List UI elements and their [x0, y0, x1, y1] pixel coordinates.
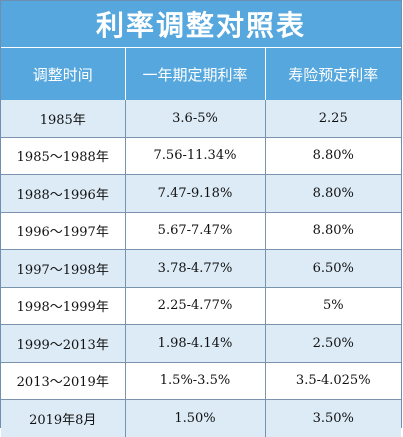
cell-deposit-rate: 5.67-7.47% [125, 212, 266, 250]
cell-period: 1997～1998年 [1, 249, 126, 288]
header-adjustment-time: 调整时间 [1, 48, 126, 100]
table-row: 1988～1996年 7.47-9.18% 8.80% [1, 174, 401, 213]
cell-period: 1999～2013年 [1, 324, 126, 363]
table-row: 2013～2019年 1.5%-3.5% 3.5-4.025% [1, 362, 401, 400]
cell-insurance-rate: 6.50% [265, 249, 401, 288]
cell-insurance-rate: 3.50% [265, 399, 401, 437]
cell-insurance-rate: 5% [265, 287, 401, 325]
table-body: 1985年 3.6-5% 2.25 1985～1988年 7.56-11.34%… [1, 100, 401, 437]
table-row: 1985年 3.6-5% 2.25 [1, 100, 401, 138]
cell-insurance-rate: 8.80% [265, 137, 401, 175]
cell-period: 2013～2019年 [1, 362, 126, 400]
table-header: 调整时间 一年期定期利率 寿险预定利率 [1, 48, 401, 100]
cell-deposit-rate: 2.25-4.77% [125, 287, 266, 325]
header-row: 调整时间 一年期定期利率 寿险预定利率 [1, 48, 401, 100]
cell-insurance-rate: 8.80% [265, 174, 401, 213]
cell-insurance-rate: 8.80% [265, 212, 401, 250]
table-title: 利率调整对照表 [1, 1, 401, 48]
header-one-year-deposit-rate: 一年期定期利率 [125, 48, 266, 100]
cell-period: 2019年8月 [1, 399, 126, 437]
cell-period: 1988～1996年 [1, 174, 126, 213]
cell-deposit-rate: 3.6-5% [125, 100, 266, 138]
table-row: 1997～1998年 3.78-4.77% 6.50% [1, 249, 401, 288]
cell-deposit-rate: 3.78-4.77% [125, 249, 266, 288]
cell-deposit-rate: 7.47-9.18% [125, 174, 266, 213]
cell-deposit-rate: 7.56-11.34% [125, 137, 266, 175]
table-row: 1996～1997年 5.67-7.47% 8.80% [1, 212, 401, 250]
table-row: 2019年8月 1.50% 3.50% [1, 399, 401, 437]
data-table: 调整时间 一年期定期利率 寿险预定利率 1985年 3.6-5% 2.25 19… [1, 48, 401, 437]
cell-period: 1985～1988年 [1, 137, 126, 175]
cell-deposit-rate: 1.50% [125, 399, 266, 437]
cell-period: 1996～1997年 [1, 212, 126, 250]
cell-period: 1998～1999年 [1, 287, 126, 325]
cell-deposit-rate: 1.98-4.14% [125, 324, 266, 363]
table-row: 1999～2013年 1.98-4.14% 2.50% [1, 324, 401, 363]
cell-insurance-rate: 2.25 [265, 100, 401, 138]
cell-insurance-rate: 2.50% [265, 324, 401, 363]
header-life-insurance-rate: 寿险预定利率 [265, 48, 401, 100]
table-row: 1998～1999年 2.25-4.77% 5% [1, 287, 401, 325]
cell-deposit-rate: 1.5%-3.5% [125, 362, 266, 400]
cell-period: 1985年 [1, 100, 126, 138]
cell-insurance-rate: 3.5-4.025% [265, 362, 401, 400]
table-row: 1985～1988年 7.56-11.34% 8.80% [1, 137, 401, 175]
